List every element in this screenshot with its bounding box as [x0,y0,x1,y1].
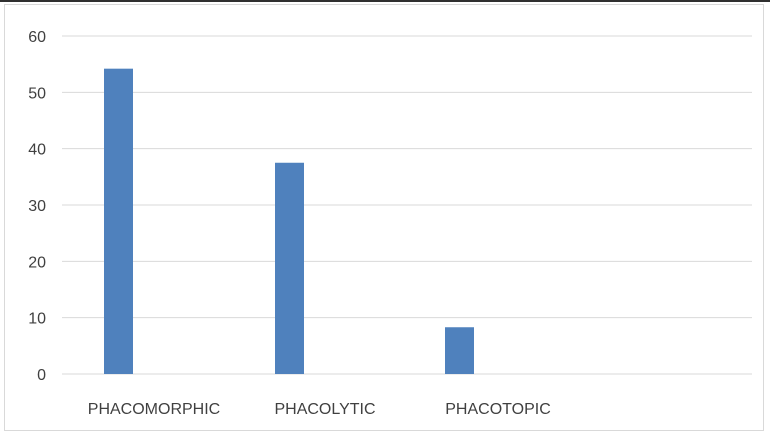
bar-phacolytic [275,162,304,374]
y-tick-label: 30 [28,198,46,215]
bar-phacotopic [445,327,474,374]
bars [104,68,474,374]
y-axis-tick-labels: 0 10 20 30 40 50 60 [28,29,46,384]
x-category-label: PHACOMORPHIC [88,401,220,418]
gridlines [62,35,752,375]
y-tick-label: 60 [28,29,46,46]
y-tick-label: 0 [37,367,46,384]
x-category-label: PHACOLYTIC [274,401,375,418]
y-tick-label: 50 [28,85,46,102]
x-axis-category-labels: PHACOMORPHIC PHACOLYTIC PHACOTOPIC [88,401,551,418]
y-tick-label: 40 [28,142,46,159]
y-tick-label: 20 [28,254,46,271]
x-category-label: PHACOTOPIC [445,401,551,418]
top-border-rule [0,0,770,2]
bar-phacomorphic [104,68,133,374]
y-tick-label: 10 [28,311,46,328]
